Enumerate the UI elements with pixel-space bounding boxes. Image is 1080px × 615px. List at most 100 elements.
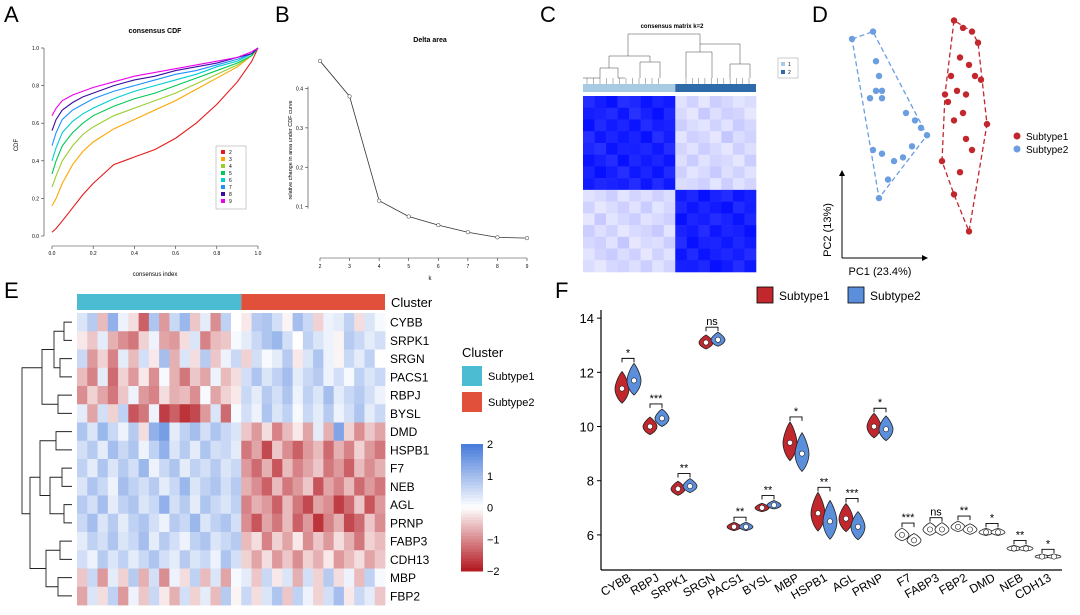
pca-point-subtype2 [872, 58, 880, 65]
pca-point-subtype1 [977, 76, 985, 83]
y-tick-label: 0.1 [296, 205, 303, 211]
dendrogram-branch [700, 43, 741, 64]
heatmap-cell [261, 459, 273, 478]
consensus-cell [606, 178, 618, 191]
heatmap-cell [159, 586, 170, 606]
heatmap-cell [179, 367, 191, 387]
significance-bracket [733, 516, 747, 522]
heatmap-cell [354, 422, 365, 442]
chart-d-ylabel: PC2 (13%) [822, 203, 834, 257]
consensus-cell [594, 178, 607, 191]
significance-bracket [621, 357, 635, 363]
legend-label: 2 [229, 150, 232, 156]
heatmap-cell [220, 367, 232, 387]
chart-b-ylabel: relative change in area under CDF curve [288, 100, 294, 199]
colorbar-segment [461, 494, 483, 499]
consensus-cell [732, 166, 745, 179]
heatmap-cell [241, 331, 252, 350]
consensus-cell [594, 201, 607, 214]
heatmap-cell [148, 459, 160, 478]
consensus-cell [663, 131, 676, 144]
heatmap-cell [374, 495, 386, 515]
heatmap-cell [179, 440, 191, 460]
heatmap-cell [292, 550, 304, 569]
consensus-cell [698, 225, 711, 238]
heatmap-cell [189, 459, 201, 478]
heatmap-cell [148, 532, 160, 551]
heatmap-cell [87, 422, 98, 442]
heatmap-cell [251, 404, 263, 423]
legend-label-2: 2 [788, 70, 791, 76]
consensus-cell [663, 107, 676, 120]
heatmap-cell [272, 367, 283, 387]
heatmap-cell [364, 477, 376, 496]
pca-point-subtype2 [872, 87, 880, 95]
consensus-cell [663, 154, 676, 167]
significance-label: ** [764, 485, 773, 497]
heatmap-cell [354, 404, 365, 423]
consensus-cell [663, 260, 676, 273]
delta-area-point [377, 198, 382, 203]
heatmap-cell [364, 313, 376, 332]
heatmap-cell [374, 331, 386, 350]
heatmap-cell [343, 386, 355, 405]
colorbar-segment [461, 472, 483, 477]
heatmap-cell [148, 367, 160, 387]
heatmap-cell [77, 440, 88, 460]
heatmap-cell [374, 550, 386, 569]
heatmap-cell [282, 313, 293, 332]
x-tick-label: BYSL [740, 570, 774, 598]
heatmap-cell [138, 477, 150, 496]
heatmap-cell [210, 313, 222, 332]
heatmap-cell [169, 586, 181, 606]
chart-b-title: Delta area [413, 37, 447, 44]
heatmap-row-label: FABP3 [390, 535, 428, 549]
consensus-cell [652, 189, 665, 202]
consensus-cell [629, 166, 641, 179]
y-tick-label: 14 [580, 311, 594, 326]
heatmap-cell [241, 550, 252, 569]
consensus-cell [617, 248, 630, 261]
heatmap-cell [179, 422, 191, 442]
consensus-cell [629, 213, 641, 226]
heatmap-cell [251, 532, 263, 551]
heatmap-cell [77, 495, 88, 515]
heatmap-cell [241, 495, 252, 515]
heatmap-cell [220, 477, 232, 496]
heatmap-cell [87, 459, 98, 478]
heatmap-cell [169, 550, 181, 569]
cluster-legend-swatch-subtype1 [462, 366, 482, 386]
heatmap-cell [272, 532, 283, 551]
cluster-annotation-label: Cluster [391, 295, 433, 310]
consensus-cell [629, 248, 641, 261]
heatmap-cell [364, 386, 376, 405]
consensus-cell [629, 225, 641, 238]
violin-subtype2-median [911, 537, 917, 544]
heatmap-cell [364, 331, 376, 350]
consensus-cell [744, 201, 757, 214]
pca-point-subtype2 [902, 109, 910, 117]
violin-subtype2-median [827, 518, 833, 525]
heatmap-cell [343, 550, 355, 569]
heatmap-cell [107, 313, 119, 332]
heatmap-cell [374, 422, 386, 442]
consensus-cell [744, 213, 757, 226]
heatmap-cell [292, 349, 304, 369]
heatmap-cell [313, 550, 324, 569]
heatmap-cell [313, 367, 324, 387]
consensus-cell [675, 189, 688, 202]
consensus-cell [698, 154, 711, 167]
heatmap-cell [87, 313, 98, 332]
heatmap-cell [97, 331, 109, 350]
heatmap-cell [159, 513, 170, 533]
consensus-cell [675, 201, 688, 214]
consensus-cell [606, 236, 618, 249]
consensus-cell [675, 96, 688, 109]
consensus-cell [606, 201, 618, 214]
heatmap-cell [77, 586, 88, 606]
heatmap-cell [118, 440, 129, 460]
heatmap-cell [189, 477, 201, 496]
panel-label-c: C [540, 2, 556, 27]
consensus-cell [686, 142, 699, 155]
